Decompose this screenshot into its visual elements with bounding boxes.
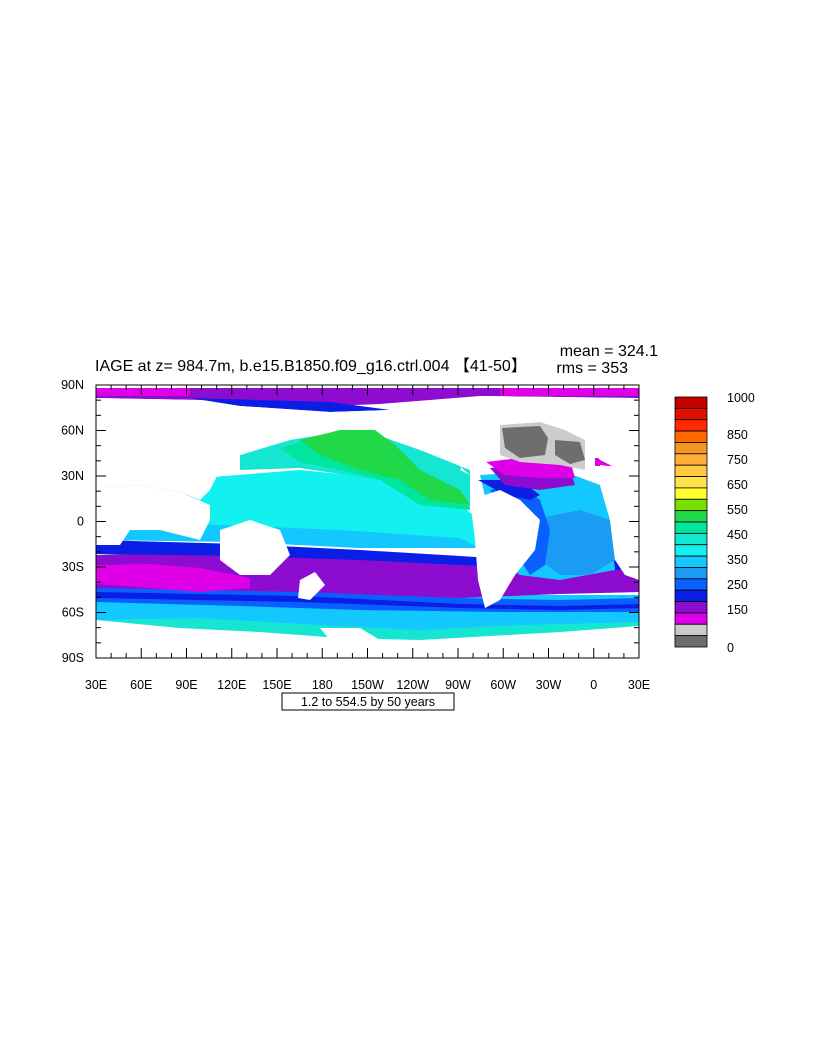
contour-note-box (281, 692, 455, 711)
colorbar-swatch (674, 510, 708, 523)
southern-darkblue-band (96, 592, 639, 610)
y-tick-label: 0 (77, 515, 84, 529)
x-axis: 30E 60E 90E 120E 150E 180 150W 120W 90W 60W 30W 0 30… (85, 385, 650, 692)
y-tick-label: 90N (61, 378, 84, 392)
colorbar-swatch (674, 407, 708, 421)
x-tick-label: 60W (490, 678, 516, 692)
colorbar-swatch (674, 635, 708, 648)
land-africa (96, 485, 210, 545)
x-tick-label: 30W (536, 678, 562, 692)
colorbar-label: 750 (727, 453, 748, 467)
greenland-sea-darkgrey (555, 440, 585, 464)
colorbar: 1000 850 750 650 550 450 350 250 150 0 (674, 391, 755, 655)
x-tick-label: 120W (396, 678, 429, 692)
colorbar-label: 850 (727, 428, 748, 442)
colorbar-label: 550 (727, 503, 748, 517)
colorbar-swatch (674, 476, 708, 489)
x-tick-label: 60E (130, 678, 152, 692)
x-tick-label: 90E (175, 678, 197, 692)
colorbar-swatch (674, 453, 708, 466)
colorbar-swatch (674, 442, 708, 455)
nordic-seas-darkgrey (502, 426, 548, 458)
colorbar-swatch (674, 623, 708, 637)
y-axis: 90N 60N 30N 0 30S 60S 90S (61, 378, 639, 665)
antarctic-fringe (96, 618, 639, 640)
x-tick-label: 120E (217, 678, 246, 692)
rms-stat: rms = 353 (556, 360, 628, 377)
arctic-magenta-east (500, 388, 639, 396)
y-tick-label: 90S (62, 651, 84, 665)
y-tick-label: 60N (61, 424, 84, 438)
age-field (96, 388, 639, 658)
y-tick-label: 30N (61, 469, 84, 483)
plot-title: IAGE at z= 984.7m, b.e15.B1850.f09_g16.c… (95, 358, 527, 375)
colorbar-swatch (674, 419, 708, 432)
colorbar-swatch (674, 464, 708, 477)
land-australia (220, 520, 290, 575)
land-new-zealand (298, 572, 325, 600)
colorbar-label: 1000 (727, 391, 755, 405)
southern-magenta-band (96, 564, 250, 592)
x-tick-label: 30E (85, 678, 107, 692)
land-antarctica-coast (320, 628, 380, 640)
arctic-magenta (96, 388, 190, 396)
colorbar-swatch (674, 601, 708, 614)
x-tick-label: 0 (590, 678, 597, 692)
y-tick-label: 60S (62, 606, 84, 620)
colorbar-swatch (674, 396, 708, 409)
colorbar-swatch (674, 578, 708, 591)
colorbar-swatch (674, 430, 708, 443)
colorbar-swatch (674, 589, 708, 602)
x-tick-label: 150E (262, 678, 291, 692)
land-africa-east (600, 465, 639, 580)
colorbar-label: 150 (727, 603, 748, 617)
south-atlantic-lightblue (530, 510, 615, 575)
colorbar-swatch (674, 532, 708, 546)
colorbar-label: 350 (727, 553, 748, 567)
colorbar-label: 250 (727, 578, 748, 592)
colorbar-swatch (674, 498, 708, 512)
colorbar-label: 650 (727, 478, 748, 492)
colorbar-label: 0 (727, 641, 734, 655)
north-pacific-oldest (300, 430, 470, 505)
y-tick-label: 30S (62, 560, 84, 574)
mean-stat: mean = 324.1 (560, 343, 658, 360)
colorbar-swatch (674, 544, 708, 557)
colorbar-swatch (674, 521, 708, 534)
colorbar-label: 450 (727, 528, 748, 542)
land-north (96, 396, 639, 500)
x-tick-label: 180 (312, 678, 333, 692)
land-south-america (470, 490, 540, 608)
colorbar-swatch (674, 567, 708, 580)
arctic-blue (190, 398, 390, 412)
colorbar-swatch (674, 487, 708, 500)
colorbar-swatch (674, 555, 708, 568)
colorbar-swatch (674, 612, 708, 625)
x-tick-label: 150W (351, 678, 384, 692)
x-tick-label: 30E (628, 678, 650, 692)
x-tick-label: 90W (445, 678, 471, 692)
contour-note: 1.2 to 554.5 by 50 years (301, 695, 435, 709)
